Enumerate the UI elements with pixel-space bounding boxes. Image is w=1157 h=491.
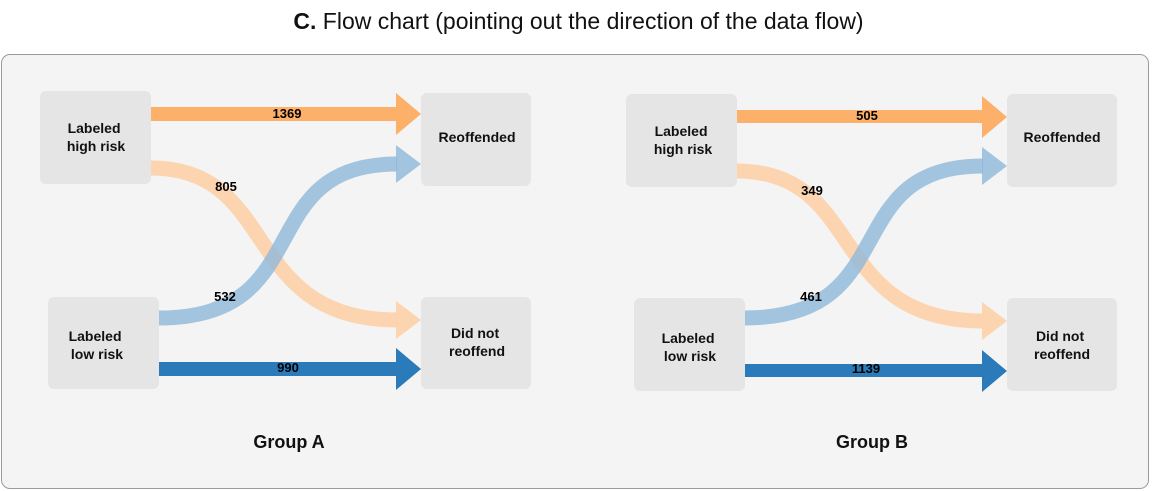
group-a-high-risk-box: [40, 91, 151, 184]
group-a-low-risk-label: Labeled low risk: [69, 328, 126, 362]
group-b-flow-low-to-not: [745, 364, 983, 377]
group-b-arrowhead-high-to-not: [982, 302, 1007, 340]
group-b-value-low-not: 1139: [852, 361, 880, 376]
group-b-arrowhead-low-to-reoffended: [982, 147, 1007, 185]
group-a-flow-high-to-not: [150, 160, 398, 328]
group-a-title: Group A: [253, 432, 324, 452]
group-a-flow-low-to-not: [159, 362, 397, 376]
group-a-low-risk-box: [48, 297, 159, 389]
group-b-low-risk-label: Labeled low risk: [662, 330, 719, 364]
group-b-flow-low-to-reoffended: [744, 158, 984, 326]
group-a-not-reoffended-label: Did not reoffend: [449, 325, 505, 359]
group-b-value-high-not: 349: [801, 183, 823, 198]
group-b-flow-high-to-not: [736, 163, 984, 329]
group-b-high-risk-label: Labeled high risk: [654, 123, 713, 157]
group-b-flow-high-to-reoffended: [737, 110, 983, 123]
group-a-arrowhead-high-to-reoffended: [396, 93, 421, 135]
group-a-value-low-not: 990: [277, 360, 299, 375]
group-b-value-low-reoffended: 461: [800, 289, 822, 304]
group-a-arrowhead-low-to-not: [396, 348, 421, 390]
group-a-high-risk-label: Labeled high risk: [67, 120, 126, 154]
group-a-value-high-not: 805: [215, 179, 237, 194]
group-a-flow-low-to-reoffended: [158, 156, 398, 326]
group-a-reoffended-label: Reoffended: [439, 129, 516, 145]
group-b-reoffended-box: [1007, 94, 1117, 187]
group-b-arrowhead-high-to-reoffended: [982, 96, 1007, 138]
group-b: Labeled high risk Labeled low risk Reoff…: [626, 94, 1117, 452]
title-text: Flow chart (pointing out the direction o…: [322, 8, 864, 34]
group-a-not-reoffended-box: [421, 297, 531, 389]
group-b-reoffended-label: Reoffended: [1024, 129, 1101, 145]
title-prefix: C.: [293, 8, 317, 34]
group-b-arrowhead-low-to-not: [982, 350, 1007, 392]
group-a-reoffended-box: [421, 93, 531, 186]
group-b-value-high-reoffended: 505: [856, 108, 878, 123]
chart-title: C. Flow chart (pointing out the directio…: [0, 8, 1157, 35]
group-a-arrowhead-high-to-not: [396, 301, 421, 339]
group-a: Labeled high risk Labeled low risk Reoff…: [40, 91, 531, 452]
group-a-arrowhead-low-to-reoffended: [396, 145, 421, 183]
group-a-flow-high-to-reoffended: [151, 107, 397, 121]
group-b-low-risk-box: [634, 298, 745, 391]
group-b-not-reoffended-label: Did not reoffend: [1034, 328, 1090, 362]
group-a-value-low-reoffended: 532: [214, 289, 236, 304]
group-b-high-risk-box: [626, 94, 737, 187]
group-b-not-reoffended-box: [1007, 298, 1117, 391]
diagram-panel: [1, 54, 1149, 489]
group-b-title: Group B: [836, 432, 908, 452]
group-a-value-high-reoffended: 1369: [273, 106, 302, 121]
